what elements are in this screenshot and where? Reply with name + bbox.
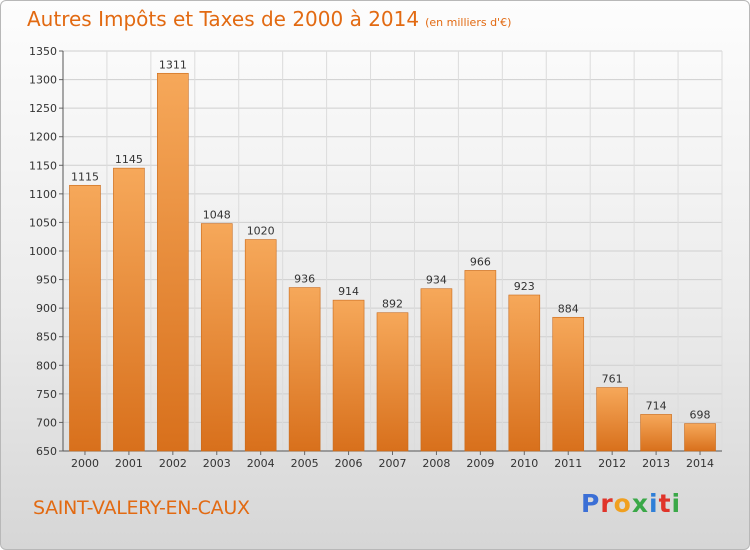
- x-tick-label: 2004: [247, 457, 275, 470]
- x-tick-label: 2001: [115, 457, 143, 470]
- bar-2001: [113, 167, 145, 452]
- logo-letter: t: [658, 489, 672, 518]
- x-tick-label: 2014: [686, 457, 714, 470]
- bar-value-label: 1020: [247, 225, 275, 238]
- bar-value-label: 966: [470, 255, 491, 268]
- y-tick-label: 800: [36, 359, 57, 372]
- chart-title: Autres Impôts et Taxes de 2000 à 2014 (en…: [27, 7, 511, 31]
- y-tick-label: 1350: [29, 45, 57, 58]
- x-tick-label: 2009: [466, 457, 494, 470]
- y-tick-label: 900: [36, 302, 57, 315]
- bar-2011: [552, 316, 585, 452]
- x-tick-label: 2003: [203, 457, 231, 470]
- bar-value-label: 884: [558, 302, 579, 315]
- y-tick-label: 1250: [29, 102, 57, 115]
- bar-value-label: 914: [338, 285, 359, 298]
- bar-2002: [157, 72, 189, 452]
- bar-2014: [684, 423, 716, 452]
- bar-value-label: 1311: [159, 58, 187, 71]
- bar-2008: [420, 288, 453, 452]
- bar-value-label: 923: [514, 280, 535, 293]
- y-tick-label: 700: [36, 416, 57, 429]
- bar-value-label: 761: [602, 373, 623, 386]
- x-tick-label: 2011: [554, 457, 582, 470]
- x-tick-label: 2013: [642, 457, 670, 470]
- logo-letter: i: [649, 489, 659, 518]
- x-tick-label: 2010: [510, 457, 538, 470]
- logo-letter: r: [600, 489, 614, 518]
- bar-2005: [288, 287, 321, 452]
- bar-value-label: 936: [294, 273, 315, 286]
- bar-2012: [596, 387, 628, 452]
- data-labels: 1115 1145 1311 1048 1020 936 914 892 934 966 923 88…: [71, 58, 711, 421]
- y-tick-label: 1300: [29, 74, 57, 87]
- bar-value-label: 934: [426, 274, 447, 287]
- x-tick-label: 2000: [71, 457, 99, 470]
- x-tick-label: 2012: [598, 457, 626, 470]
- y-tick-label: 1100: [29, 188, 57, 201]
- bar-2007: [376, 312, 409, 452]
- bar-2003: [200, 223, 233, 452]
- bar-2006: [332, 299, 365, 452]
- y-tick-label: 1000: [29, 245, 57, 258]
- logo-letter: x: [631, 489, 649, 518]
- bar-2010: [508, 294, 541, 452]
- bar-2000: [69, 184, 101, 452]
- bar-2013: [640, 414, 672, 452]
- y-tick-label: 1150: [29, 159, 57, 172]
- bar-value-label: 1115: [71, 170, 99, 183]
- y-tick-label: 950: [36, 274, 57, 287]
- chart-title-main: Autres Impôts et Taxes de 2000 à 2014: [27, 7, 420, 31]
- y-tick-label: 850: [36, 331, 57, 344]
- bar-value-label: 714: [646, 399, 667, 412]
- logo-letter: o: [613, 489, 632, 518]
- x-tick-label: 2008: [422, 457, 450, 470]
- commune-name: SAINT-VALERY-EN-CAUX: [33, 497, 250, 519]
- y-tick-label: 750: [36, 388, 57, 401]
- bar-value-label: 1145: [115, 153, 143, 166]
- bar-value-label: 892: [382, 298, 403, 311]
- chart-title-unit: (en milliers d'€): [425, 16, 512, 29]
- bar-value-label: 1048: [203, 209, 231, 222]
- bar-2004: [244, 239, 277, 452]
- bar-2009: [464, 270, 497, 452]
- logo-letter: i: [671, 489, 682, 518]
- proxiti-logo[interactable]: Proxiti: [581, 489, 681, 518]
- x-tick-label: 2005: [291, 457, 319, 470]
- x-tick-label: 2002: [159, 457, 187, 470]
- y-tick-label: 650: [36, 445, 57, 458]
- x-tick-label: 2006: [335, 457, 363, 470]
- x-tick-label: 2007: [379, 457, 407, 470]
- bars: [69, 72, 716, 452]
- y-tick-label: 1050: [29, 216, 57, 229]
- y-tick-label: 1200: [29, 131, 57, 144]
- bar-value-label: 698: [690, 409, 711, 422]
- logo-letter: P: [581, 489, 601, 518]
- bar-chart: 650 700 750 800 850 900 950 1000 1050 1100 1150 120…: [29, 45, 723, 470]
